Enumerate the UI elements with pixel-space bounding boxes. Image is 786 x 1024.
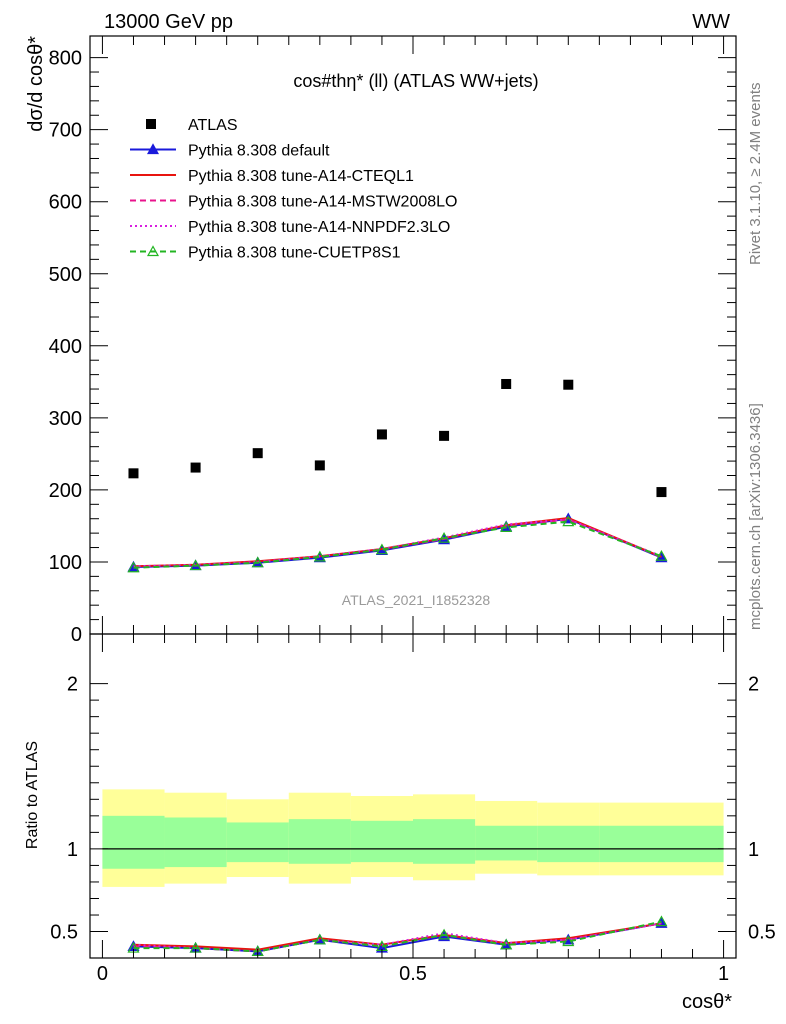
series-point (313, 550, 326, 562)
main-ytick-label: 300 (49, 408, 82, 430)
legend-marker (146, 143, 160, 155)
ratio-series-line (133, 922, 662, 951)
ratio-ytick-label-right: 1 (748, 839, 759, 861)
main-ytick-label: 600 (49, 192, 82, 214)
series-line (133, 520, 662, 569)
data-point (439, 430, 450, 441)
uncertainty-band-green (350, 820, 413, 863)
ratio-xtick-label: 0.5 (399, 963, 427, 985)
ratio-panel: 0.5 0.5 1 1 2 2 0 0.5 1 (50, 633, 776, 985)
uncertainty-band-green (102, 815, 165, 869)
uncertainty-band-green (599, 825, 724, 863)
ratio-xtick-label: 0 (97, 963, 108, 985)
ratio-ytick-label: 0.5 (50, 922, 78, 944)
uncertainty-band-green (537, 825, 600, 863)
main-ytick-label: 200 (49, 480, 82, 502)
mcplots-label: mcplots.cern.ch [arXiv:1306.3436] (747, 403, 764, 630)
data-point (190, 462, 201, 473)
ratio-xtick-label: 1 (718, 963, 729, 985)
ratio-series-point (313, 933, 326, 945)
ratio-xlabel: cosθ* (682, 991, 732, 1013)
series-point (251, 556, 264, 568)
header-left: 13000 GeV pp (104, 11, 233, 33)
legend-label: Pythia 8.308 tune-A14-NNPDF2.3LO (188, 219, 450, 236)
ratio-series-line (133, 920, 662, 953)
data-point (376, 429, 387, 440)
main-ytick-label: 0 (71, 624, 82, 646)
series-point (655, 551, 668, 563)
series-point (127, 561, 140, 573)
data-point (128, 468, 139, 479)
main-title: cos#thη* (ll) (ATLAS WW+jets) (293, 71, 538, 91)
data-point (501, 378, 512, 389)
ratio-series-point (562, 935, 575, 947)
ratio-ytick-label-right: 0.5 (748, 922, 776, 944)
uncertainty-band-green (413, 819, 476, 864)
main-ytick-label: 100 (49, 552, 82, 574)
ratio-ylabel: Ratio to ATLAS (24, 741, 41, 849)
series-point (438, 531, 451, 543)
series-point (655, 549, 668, 561)
rivet-label: Rivet 3.1.10, ≥ 2.4M events (747, 83, 764, 266)
legend-marker (146, 119, 156, 129)
analysis-watermark: ATLAS_2021_I1852328 (342, 592, 491, 608)
series-point (189, 559, 202, 571)
uncertainty-band-green (164, 817, 227, 868)
legend-label: Pythia 8.308 tune-A14-MSTW2008LO (188, 194, 457, 211)
uncertainty-band-green (226, 822, 289, 863)
main-panel: 0 100 200 300 400 500 600 700 800 ATLAS Pythia 8.3… (49, 35, 737, 646)
legend-label: Pythia 8.308 tune-CUETP8S1 (188, 245, 401, 262)
legend-marker (146, 245, 160, 257)
main-ytick-label: 800 (49, 48, 82, 70)
data-point (314, 460, 325, 471)
main-ytick-label: 400 (49, 336, 82, 358)
ratio-ytick-label: 1 (67, 839, 78, 861)
ratio-ytick-label: 2 (67, 674, 78, 696)
series-point (375, 543, 388, 555)
data-point (656, 487, 667, 498)
legend-label: ATLAS (188, 117, 238, 134)
header-right: WW (692, 11, 730, 33)
main-ytick-label: 500 (49, 264, 82, 286)
legend-label: Pythia 8.308 tune-A14-CTEQL1 (188, 168, 414, 185)
series-point (500, 521, 513, 532)
data-point (563, 379, 574, 390)
ratio-series-point (438, 928, 451, 940)
ratio-series-point (500, 938, 513, 950)
ratio-ytick-label-right: 2 (748, 674, 759, 696)
series-point (562, 515, 575, 527)
uncertainty-band-green (288, 819, 351, 864)
main-ytick-label: 700 (49, 120, 82, 142)
ratio-frame (89, 633, 737, 959)
main-ylabel: dσ/d cosθ* (25, 36, 47, 132)
legend-label: Pythia 8.308 default (188, 143, 330, 160)
ratio-series-point (655, 915, 668, 927)
data-point (252, 448, 263, 459)
uncertainty-band-green (475, 825, 538, 861)
